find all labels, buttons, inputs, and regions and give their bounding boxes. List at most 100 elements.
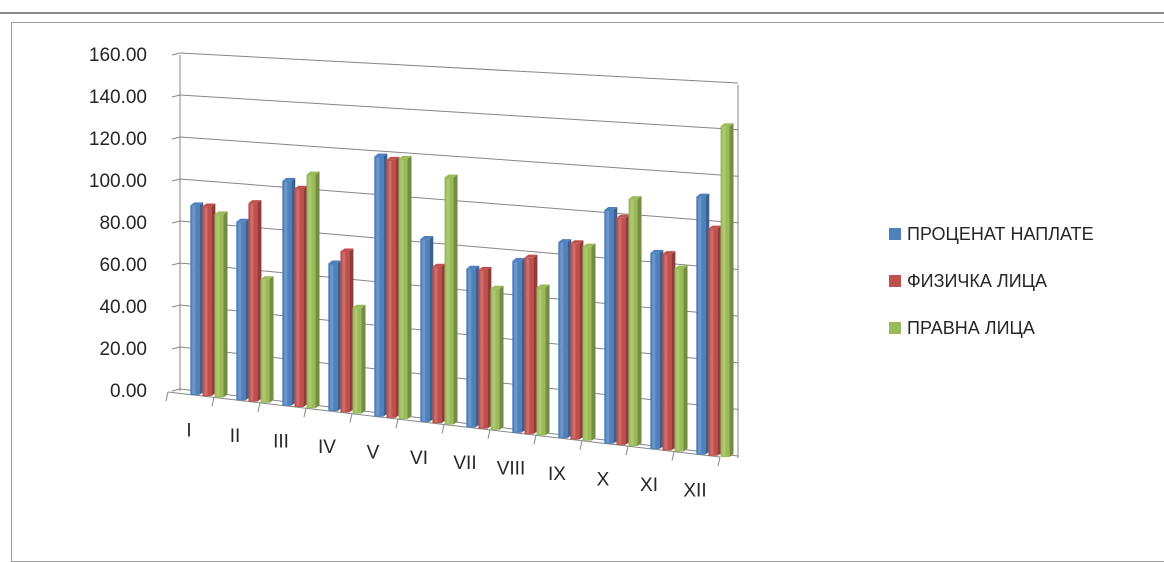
bar-top [616,214,630,218]
bar-top [650,249,664,253]
bar-highlight [192,206,196,394]
bar-front [374,156,384,417]
bar-highlight [446,178,450,424]
bar-side [521,257,526,433]
bar-side [269,276,274,403]
bar-top [352,304,366,308]
bar-side [499,285,504,430]
bar-II-series-1 [236,218,250,401]
bar-front [214,214,224,398]
bar-side [361,304,366,414]
category-tick-12 [717,456,721,467]
bar-VII-series-1 [466,265,480,428]
bar-front [662,254,672,451]
bar-top [696,193,710,197]
category-label-II: II [230,426,241,447]
bar-top [604,206,618,210]
bar-IV-series-2 [340,248,354,413]
category-label-X: X [597,469,610,490]
bar-side [453,174,458,425]
top-frame [0,0,1164,14]
bar-front [190,205,200,395]
y-tick-label-3: 60.00 [99,255,147,276]
bar-side [591,243,596,441]
gridline-left-3 [171,262,181,266]
bar-IX-series-3 [582,243,596,441]
bar-top [708,225,722,229]
bar-highlight [492,289,496,429]
bar-top [374,153,388,157]
category-label-IX: IX [548,464,566,485]
gridline-6 [179,136,739,177]
bar-I-series-1 [190,202,204,395]
bar-side [257,200,262,402]
category-tick-2 [257,402,261,412]
bar-highlight [560,243,564,438]
bar-front [570,243,580,440]
bar-front [604,209,614,444]
bar-highlight [376,157,380,416]
bar-side [395,156,400,418]
legend-item-series-2: ФИЗИЧКА ЛИЦА [889,269,1094,293]
bar-highlight [572,244,576,439]
bar-front [352,307,362,414]
bar-top [328,260,342,264]
bar-highlight [652,253,656,449]
bar-VII-series-3 [490,285,504,430]
bar-X-series-3 [628,196,642,447]
category-tick-1 [211,397,215,407]
category-label-VI: VI [410,448,428,469]
bar-front [202,206,212,397]
bar-top [420,236,434,240]
bar-highlight [538,288,542,435]
legend-label-series-2: ФИЗИЧКА ЛИЦА [907,270,1047,291]
bar-side [245,218,250,401]
y-tick-label-7: 140.00 [89,87,147,108]
bar-top [432,263,446,267]
bar-highlight [330,264,334,411]
bar-side [337,260,342,412]
bar-side [671,251,676,451]
bar-top [524,254,538,258]
bar-top [386,156,400,160]
bar-front [490,288,500,430]
category-tick-10 [625,446,629,456]
y-tick-label-6: 120.00 [89,129,147,150]
legend-swatch-series-1 [889,228,901,240]
y-tick-label-4: 80.00 [99,213,147,234]
bar-top [466,265,480,269]
bar-XII-series-1 [696,193,710,455]
bar-highlight [422,240,426,422]
bar-highlight [514,261,518,432]
bar-highlight [468,269,472,427]
gridline-left-0 [171,388,181,392]
bar-front [582,246,592,441]
gridline-left-2 [171,304,181,308]
bar-III-series-1 [282,177,296,406]
bar-highlight [216,215,220,397]
bar-side [637,196,642,447]
bar-top [558,239,572,243]
bar-highlight [698,197,702,454]
bar-front [444,177,454,425]
bar-top [294,185,308,189]
legend-item-series-1: ПРОЦЕНАТ НАПЛАТЕ [889,222,1094,246]
gridline-left-7 [171,94,181,98]
bar-IX-series-1 [558,239,572,439]
bar-highlight [262,280,266,402]
bar-highlight [630,200,634,446]
category-tick-6 [441,424,445,434]
bar-side [383,153,388,417]
bar-front [524,257,534,435]
bar-side [579,240,584,440]
bar-III-series-2 [294,185,308,407]
gridline-left-5 [171,178,181,182]
bar-front [696,196,706,455]
gridline-4 [179,220,739,270]
gridline-left-4 [171,220,181,224]
bar-front [512,260,522,433]
bar-side [729,123,734,457]
bar-VIII-series-2 [524,254,538,435]
bar-top [490,285,504,289]
bar-highlight [400,159,404,419]
